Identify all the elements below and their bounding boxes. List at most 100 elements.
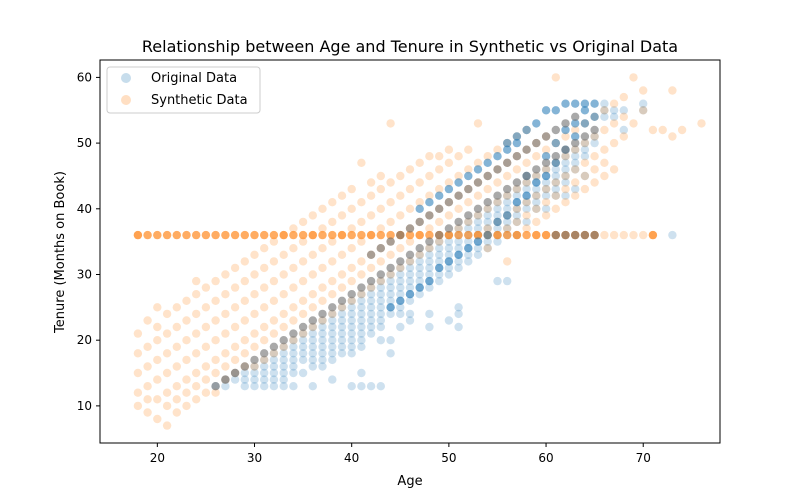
data-point — [337, 250, 347, 259]
data-point — [473, 158, 483, 167]
data-point — [464, 165, 473, 174]
data-point — [609, 106, 619, 115]
data-point — [318, 283, 327, 292]
data-point — [522, 191, 531, 200]
data-point — [250, 329, 259, 338]
data-point — [357, 329, 366, 338]
data-point — [541, 184, 551, 194]
data-point — [532, 230, 541, 240]
data-point — [454, 191, 463, 200]
data-point — [366, 329, 376, 338]
data-point — [337, 296, 347, 305]
data-point — [454, 250, 463, 259]
data-point — [473, 191, 483, 200]
data-point — [386, 283, 395, 292]
data-point — [532, 184, 541, 194]
data-point — [561, 158, 570, 167]
data-point — [328, 290, 337, 299]
data-point — [240, 349, 249, 358]
data-point — [551, 106, 560, 115]
data-point — [405, 276, 415, 286]
data-point — [153, 336, 162, 345]
data-point — [386, 290, 395, 299]
data-point — [337, 303, 347, 312]
data-point — [386, 336, 395, 345]
data-point — [347, 382, 356, 391]
data-point — [376, 336, 385, 345]
data-point — [503, 276, 512, 286]
data-point — [415, 276, 424, 286]
data-point — [541, 230, 551, 240]
data-point — [366, 230, 376, 240]
data-point — [337, 329, 347, 338]
data-point — [522, 204, 531, 213]
data-point — [541, 171, 551, 181]
data-point — [308, 382, 317, 391]
data-point — [541, 191, 551, 200]
data-point — [357, 230, 366, 240]
data-point — [260, 230, 269, 240]
data-point — [376, 230, 385, 240]
data-point — [143, 382, 152, 391]
data-point — [600, 112, 609, 122]
data-point — [503, 204, 512, 213]
data-point — [240, 362, 249, 371]
data-point — [211, 336, 220, 345]
data-point — [473, 217, 483, 227]
data-point — [668, 86, 677, 95]
data-point — [444, 158, 454, 167]
data-point — [668, 230, 677, 240]
data-point — [133, 349, 143, 358]
data-point — [405, 165, 415, 174]
data-point — [192, 395, 201, 404]
data-point — [629, 230, 638, 240]
data-point — [639, 99, 648, 108]
data-point — [425, 250, 434, 259]
data-point — [503, 145, 512, 154]
data-point — [425, 191, 434, 200]
data-point — [308, 362, 317, 371]
data-point — [444, 257, 454, 266]
data-point — [153, 414, 162, 424]
data-point — [308, 290, 317, 299]
data-point — [366, 382, 376, 391]
data-point — [318, 349, 327, 358]
data-point — [619, 106, 628, 115]
data-point — [522, 125, 531, 135]
data-point — [366, 322, 376, 332]
data-point — [590, 132, 599, 141]
data-point — [376, 290, 385, 299]
data-point — [415, 178, 424, 187]
data-point — [143, 408, 152, 417]
data-point — [260, 283, 269, 292]
data-point — [308, 211, 317, 220]
data-point — [386, 309, 395, 319]
data-point — [425, 230, 434, 240]
data-point — [386, 263, 395, 273]
data-point — [561, 125, 570, 135]
data-point — [454, 244, 463, 253]
data-point — [347, 230, 356, 240]
data-point — [493, 204, 502, 213]
data-point — [503, 138, 512, 148]
data-point — [328, 322, 337, 332]
data-point — [347, 329, 356, 338]
data-point — [347, 204, 356, 213]
data-point — [503, 191, 512, 200]
data-point — [503, 257, 512, 266]
data-point — [590, 152, 599, 161]
data-point — [522, 224, 531, 233]
data-point — [405, 316, 415, 325]
data-point — [425, 152, 434, 161]
plot-border — [99, 59, 721, 444]
data-point — [230, 283, 240, 292]
data-point — [425, 211, 434, 220]
data-point — [192, 382, 201, 391]
data-point — [405, 257, 415, 266]
data-point — [532, 171, 541, 181]
data-point — [405, 270, 415, 279]
data-point — [425, 257, 434, 266]
data-point — [600, 158, 609, 167]
data-point — [289, 263, 298, 273]
data-point — [522, 184, 531, 194]
